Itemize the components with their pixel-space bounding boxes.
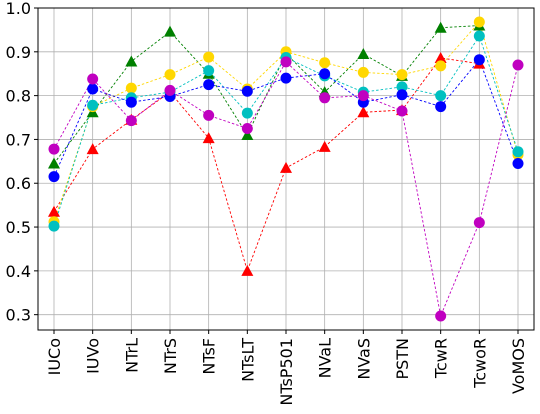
series-line-0 [53,57,480,273]
series-2-point [435,60,447,72]
series-5-point [357,90,369,102]
series-1-point [241,129,254,141]
x-tick-label: NTsF [200,338,219,375]
x-tick-label: IUVo [84,338,103,374]
series-4-point [203,79,215,91]
series-4-point [280,72,292,84]
y-tick-label: 0.5 [6,218,31,237]
series-5-point [512,59,524,71]
series-2-point [125,82,137,94]
series-2-point [203,51,215,63]
series-1-point [434,21,447,33]
series-3-point [203,65,215,77]
series-5-point [87,73,99,85]
series-5-point [396,105,408,117]
series-3-point [87,99,99,111]
series-0-point [48,205,60,217]
series-3-point [435,90,447,102]
series-4-point [125,96,137,108]
data-markers [48,16,524,322]
series-1-point [164,25,176,37]
series-0-point [202,132,215,144]
y-tick-label: 0.7 [6,130,31,149]
x-tick-label: TcwoR [470,338,489,389]
x-tick-label: NTrL [122,338,141,373]
series-5-point [164,84,176,96]
series-5-point [435,310,447,322]
series-4-point [319,68,331,80]
x-tick-label: PSTN [393,338,412,380]
series-4-point [512,158,524,170]
y-tick-label: 0.4 [6,262,31,281]
y-tick-label: 1.0 [6,0,31,18]
series-2-point [473,16,485,28]
x-tick-label: IUCo [45,338,64,375]
y-tick-label: 0.6 [6,174,31,193]
x-tick-label: NTrS [161,338,180,374]
series-5-point [48,143,60,155]
series-0-point [86,143,99,155]
series-3-point [473,30,485,42]
series-1-point [48,157,60,169]
series-3-point [512,146,524,158]
series-5-point [473,217,485,229]
series-5-point [203,109,215,121]
series-4-point [473,54,485,66]
series-0-point [318,140,331,152]
series-3-point [48,220,60,232]
series-0-point [357,106,370,118]
x-axis-ticks: IUCo IUVo NTrL NTrS NTsF NTsLT NTsP501 NVaL NVaS… [45,330,528,406]
series-0-point [241,264,254,276]
series-4-point [241,85,253,97]
x-tick-label: NTsLT [238,338,257,382]
x-tick-label: NVaS [354,338,373,380]
series-4-point [396,89,408,101]
series-4-point [87,83,99,95]
y-axis-ticks: 0.3 0.4 0.5 0.6 0.7 0.8 0.9 1.0 [6,0,38,325]
series-5-point [241,122,253,134]
x-tick-label: NVaL [316,338,335,378]
series-5-point [319,92,331,104]
series-2-point [164,69,176,81]
series-2-point [396,69,408,81]
series-4-point [48,171,60,183]
series-0-point [434,51,447,63]
series-4-point [435,101,447,113]
x-tick-label: NTsP501 [277,338,296,406]
series-2-point [319,57,331,69]
series-5-point [125,115,137,127]
y-tick-label: 0.3 [6,306,31,325]
series-2-point [357,66,369,78]
x-tick-label: VoMOS [509,338,528,394]
y-tick-label: 0.8 [6,87,31,106]
series-3-point [241,107,253,119]
series-3-point [396,81,408,93]
series-1-point [357,48,370,59]
series-0-point [280,161,292,173]
series-1-point [125,55,138,67]
x-tick-label: TcwR [432,338,451,379]
y-tick-label: 0.9 [6,43,31,62]
series-5-point [280,56,292,68]
